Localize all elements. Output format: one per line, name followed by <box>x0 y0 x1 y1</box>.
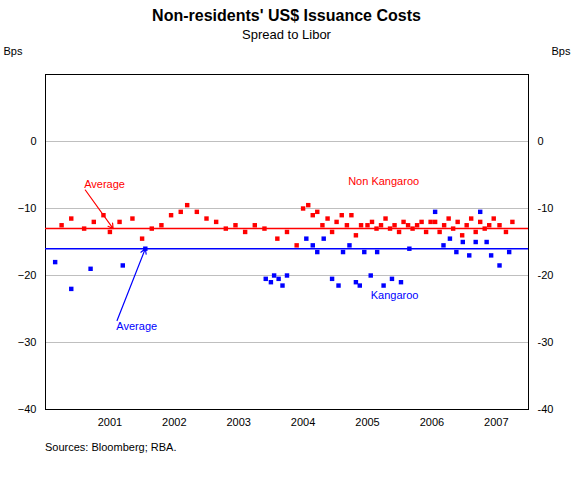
svg-text:0: 0 <box>30 135 36 147</box>
svg-text:−20: −20 <box>18 269 37 281</box>
svg-text:2001: 2001 <box>98 416 122 428</box>
svg-text:Non Kangaroo: Non Kangaroo <box>348 175 419 187</box>
svg-text:Average: Average <box>84 178 125 190</box>
svg-text:−40: −40 <box>18 403 37 415</box>
svg-text:2006: 2006 <box>420 416 444 428</box>
html-text:Spread to Libor: Spread to Libor <box>242 27 331 42</box>
svg-text:-10: -10 <box>538 202 554 214</box>
svg-text:2005: 2005 <box>355 416 379 428</box>
svg-text:−30: −30 <box>18 336 37 348</box>
svg-text:-20: -20 <box>538 269 554 281</box>
html-text:Sources: Bloomberg; RBA.: Sources: Bloomberg; RBA. <box>45 441 177 453</box>
svg-text:−10: −10 <box>18 202 37 214</box>
svg-text:Average: Average <box>116 320 157 332</box>
svg-text:2002: 2002 <box>162 416 186 428</box>
svg-text:Bps: Bps <box>552 45 571 57</box>
svg-text:0: 0 <box>538 135 544 147</box>
html-text:Non-residents' US$ Issuance Co: Non-residents' US$ Issuance Costs <box>152 7 421 24</box>
svg-text:-30: -30 <box>538 336 554 348</box>
svg-text:Kangaroo: Kangaroo <box>371 289 419 301</box>
svg-text:-40: -40 <box>538 403 554 415</box>
svg-text:2004: 2004 <box>291 416 315 428</box>
svg-text:2003: 2003 <box>226 416 250 428</box>
svg-text:Bps: Bps <box>4 45 23 57</box>
svg-text:2007: 2007 <box>484 416 508 428</box>
